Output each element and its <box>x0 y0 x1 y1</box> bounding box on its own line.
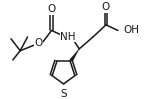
Text: OH: OH <box>124 25 139 35</box>
Text: S: S <box>60 89 67 99</box>
Polygon shape <box>70 49 79 62</box>
Text: O: O <box>47 4 56 14</box>
Text: O: O <box>102 2 110 12</box>
Text: O: O <box>35 38 43 48</box>
Text: NH: NH <box>60 32 76 42</box>
